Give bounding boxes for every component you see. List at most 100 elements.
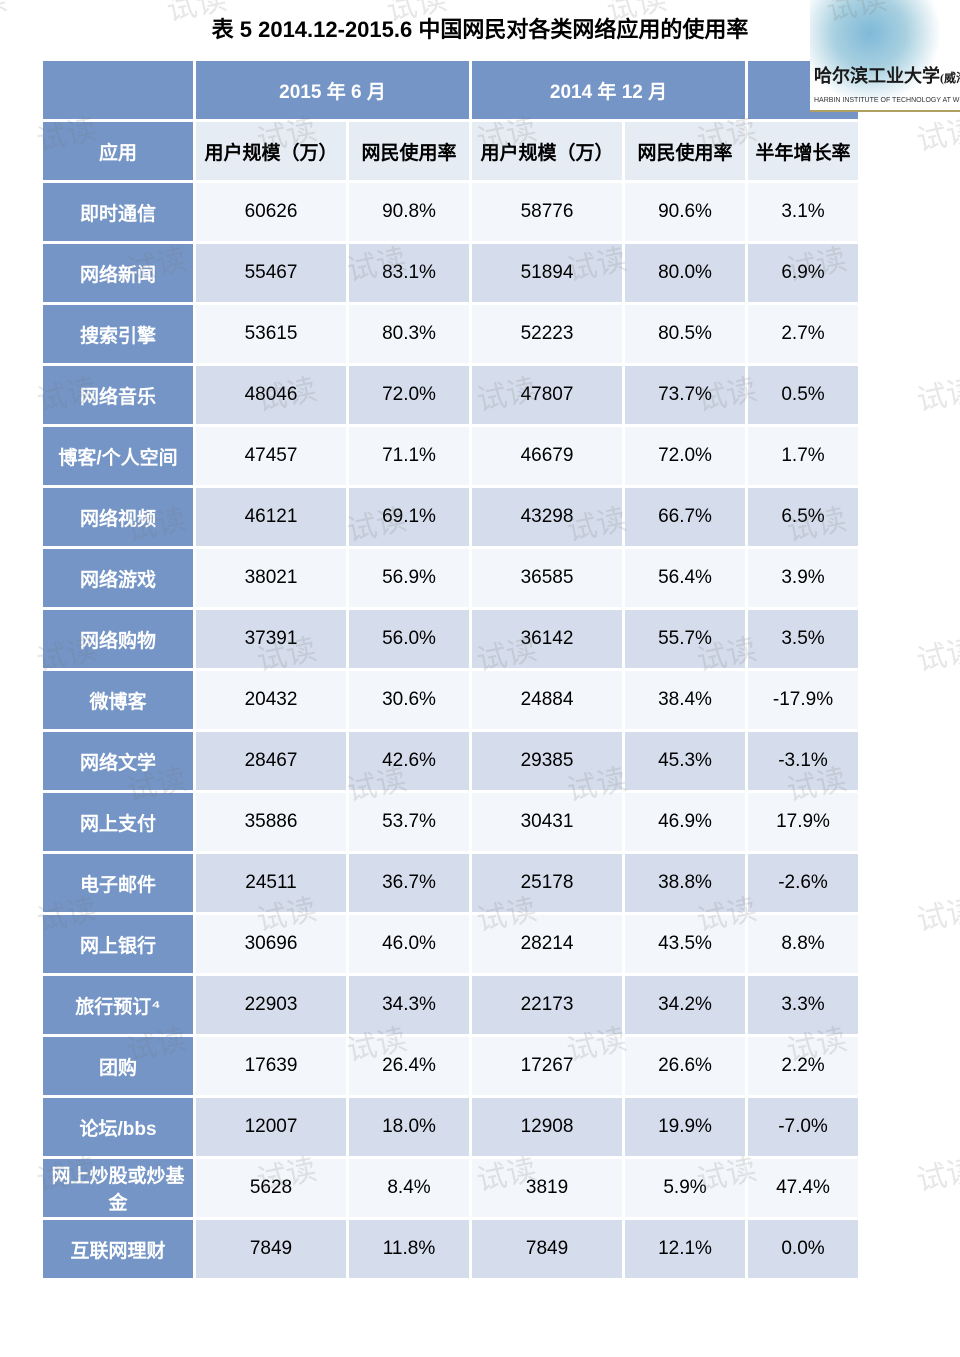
cell-rate-2015: 71.1% [349, 427, 469, 485]
group-header-2015: 2015 年 6 月 [196, 61, 469, 119]
cell-rate-2014: 45.3% [625, 732, 745, 790]
cell-scale-2015: 24511 [196, 854, 346, 912]
cell-app-label: 论坛/bbs [43, 1098, 193, 1156]
cell-rate-2014: 80.0% [625, 244, 745, 302]
cell-rate-2014: 12.1% [625, 1220, 745, 1278]
cell-rate-2015: 90.8% [349, 183, 469, 241]
table-row: 微博客2043230.6%2488438.4%-17.9% [43, 671, 858, 729]
cell-growth: 6.9% [748, 244, 858, 302]
cell-scale-2014: 29385 [472, 732, 622, 790]
cell-growth: 2.2% [748, 1037, 858, 1095]
watermark-text: 试读 [912, 364, 960, 420]
cell-scale-2015: 60626 [196, 183, 346, 241]
cell-scale-2015: 30696 [196, 915, 346, 973]
cell-rate-2015: 69.1% [349, 488, 469, 546]
cell-app-label: 网络视频 [43, 488, 193, 546]
table-row: 旅行预订⁴2290334.3%2217334.2%3.3% [43, 976, 858, 1034]
cell-growth: 8.8% [748, 915, 858, 973]
cell-scale-2015: 48046 [196, 366, 346, 424]
cell-rate-2014: 26.6% [625, 1037, 745, 1095]
watermark-text: 试读 [912, 1144, 960, 1200]
cell-rate-2014: 73.7% [625, 366, 745, 424]
col-header-app: 应用 [43, 122, 193, 180]
cell-growth: 17.9% [748, 793, 858, 851]
cell-scale-2015: 35886 [196, 793, 346, 851]
cell-scale-2014: 46679 [472, 427, 622, 485]
logo-name: 哈尔滨工业大学(威海) [814, 62, 960, 88]
cell-scale-2014: 25178 [472, 854, 622, 912]
cell-scale-2015: 47457 [196, 427, 346, 485]
cell-rate-2015: 11.8% [349, 1220, 469, 1278]
cell-growth: 3.3% [748, 976, 858, 1034]
cell-app-label: 网上支付 [43, 793, 193, 851]
cell-scale-2014: 43298 [472, 488, 622, 546]
watermark-text: 试读 [912, 104, 960, 160]
table-body: 即时通信6062690.8%5877690.6%3.1%网络新闻5546783.… [43, 183, 858, 1278]
cell-app-label: 互联网理财 [43, 1220, 193, 1278]
table-row: 网络新闻5546783.1%5189480.0%6.9% [43, 244, 858, 302]
page: 表 5 2014.12-2015.6 中国网民对各类网络应用的使用率 哈尔滨工业… [0, 0, 960, 1281]
cell-rate-2015: 30.6% [349, 671, 469, 729]
group-header-2014: 2014 年 12 月 [472, 61, 745, 119]
cell-growth: 6.5% [748, 488, 858, 546]
cell-app-label: 网络音乐 [43, 366, 193, 424]
cell-scale-2015: 20432 [196, 671, 346, 729]
cell-scale-2015: 28467 [196, 732, 346, 790]
cell-app-label: 网络游戏 [43, 549, 193, 607]
cell-scale-2014: 47807 [472, 366, 622, 424]
cell-scale-2014: 3819 [472, 1159, 622, 1217]
table-row: 网上炒股或炒基金56288.4%38195.9%47.4% [43, 1159, 858, 1217]
cell-scale-2014: 12908 [472, 1098, 622, 1156]
cell-app-label: 搜索引擎 [43, 305, 193, 363]
cell-scale-2014: 7849 [472, 1220, 622, 1278]
cell-rate-2014: 38.4% [625, 671, 745, 729]
table-row: 团购1763926.4%1726726.6%2.2% [43, 1037, 858, 1095]
cell-scale-2015: 12007 [196, 1098, 346, 1156]
cell-growth: 3.9% [748, 549, 858, 607]
cell-rate-2014: 90.6% [625, 183, 745, 241]
cell-scale-2014: 22173 [472, 976, 622, 1034]
cell-rate-2015: 8.4% [349, 1159, 469, 1217]
table-row: 电子邮件2451136.7%2517838.8%-2.6% [43, 854, 858, 912]
cell-rate-2014: 66.7% [625, 488, 745, 546]
col-header-growth: 半年增长率 [748, 122, 858, 180]
cell-app-label: 网上炒股或炒基金 [43, 1159, 193, 1217]
table-row: 网络购物3739156.0%3614255.7%3.5% [43, 610, 858, 668]
cell-rate-2014: 72.0% [625, 427, 745, 485]
university-logo: 哈尔滨工业大学(威海) HARBIN INSTITUTE OF TECHNOLO… [810, 0, 960, 112]
cell-rate-2014: 19.9% [625, 1098, 745, 1156]
watermark-text: 试读 [912, 884, 960, 940]
table-row: 互联网理财784911.8%784912.1%0.0% [43, 1220, 858, 1278]
col-header-rate-2014: 网民使用率 [625, 122, 745, 180]
cell-growth: 47.4% [748, 1159, 858, 1217]
col-header-rate-2015: 网民使用率 [349, 122, 469, 180]
cell-rate-2014: 46.9% [625, 793, 745, 851]
cell-growth: 3.5% [748, 610, 858, 668]
table-row: 论坛/bbs1200718.0%1290819.9%-7.0% [43, 1098, 858, 1156]
cell-scale-2014: 51894 [472, 244, 622, 302]
cell-growth: 0.5% [748, 366, 858, 424]
cell-rate-2014: 43.5% [625, 915, 745, 973]
table-row: 网络视频4612169.1%4329866.7%6.5% [43, 488, 858, 546]
logo-subtitle: HARBIN INSTITUTE OF TECHNOLOGY AT WEIHAI [814, 97, 960, 104]
cell-rate-2014: 38.8% [625, 854, 745, 912]
cell-scale-2015: 53615 [196, 305, 346, 363]
cell-scale-2014: 28214 [472, 915, 622, 973]
cell-growth: -17.9% [748, 671, 858, 729]
cell-scale-2015: 46121 [196, 488, 346, 546]
cell-rate-2014: 34.2% [625, 976, 745, 1034]
cell-scale-2015: 37391 [196, 610, 346, 668]
cell-rate-2014: 5.9% [625, 1159, 745, 1217]
table-row: 网络音乐4804672.0%4780773.7%0.5% [43, 366, 858, 424]
cell-rate-2015: 42.6% [349, 732, 469, 790]
cell-scale-2015: 7849 [196, 1220, 346, 1278]
usage-table: 2015 年 6 月 2014 年 12 月 应用 用户规模（万） 网民使用率 … [40, 58, 861, 1281]
cell-rate-2015: 72.0% [349, 366, 469, 424]
cell-app-label: 网络购物 [43, 610, 193, 668]
cell-rate-2015: 56.9% [349, 549, 469, 607]
cell-app-label: 团购 [43, 1037, 193, 1095]
group-header-blank-left [43, 61, 193, 119]
cell-growth: -7.0% [748, 1098, 858, 1156]
cell-scale-2014: 52223 [472, 305, 622, 363]
cell-scale-2014: 58776 [472, 183, 622, 241]
